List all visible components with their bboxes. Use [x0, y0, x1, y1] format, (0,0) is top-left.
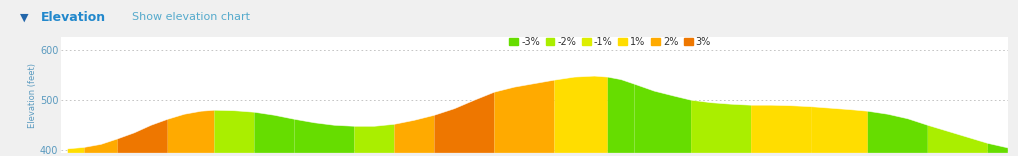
Polygon shape [294, 119, 354, 153]
Polygon shape [168, 110, 215, 153]
Polygon shape [435, 92, 495, 153]
Text: Elevation: Elevation [41, 11, 106, 24]
Text: ▼: ▼ [20, 12, 29, 22]
Polygon shape [495, 80, 555, 153]
Polygon shape [394, 115, 435, 153]
Legend: -3%, -2%, -1%, 1%, 2%, 3%: -3%, -2%, -1%, 1%, 2%, 3% [506, 33, 715, 51]
Polygon shape [867, 111, 927, 153]
Y-axis label: Elevation (feet): Elevation (feet) [29, 63, 37, 128]
Polygon shape [751, 105, 811, 153]
Polygon shape [927, 125, 987, 153]
Polygon shape [68, 147, 84, 153]
Polygon shape [118, 119, 168, 153]
Polygon shape [555, 76, 608, 153]
Polygon shape [254, 112, 294, 153]
Polygon shape [987, 143, 1008, 153]
Text: Show elevation chart: Show elevation chart [132, 12, 250, 22]
Polygon shape [691, 100, 751, 153]
Polygon shape [634, 84, 691, 153]
Polygon shape [84, 139, 118, 153]
Polygon shape [354, 124, 394, 153]
Polygon shape [215, 110, 254, 153]
Polygon shape [608, 77, 634, 153]
Polygon shape [811, 107, 867, 153]
